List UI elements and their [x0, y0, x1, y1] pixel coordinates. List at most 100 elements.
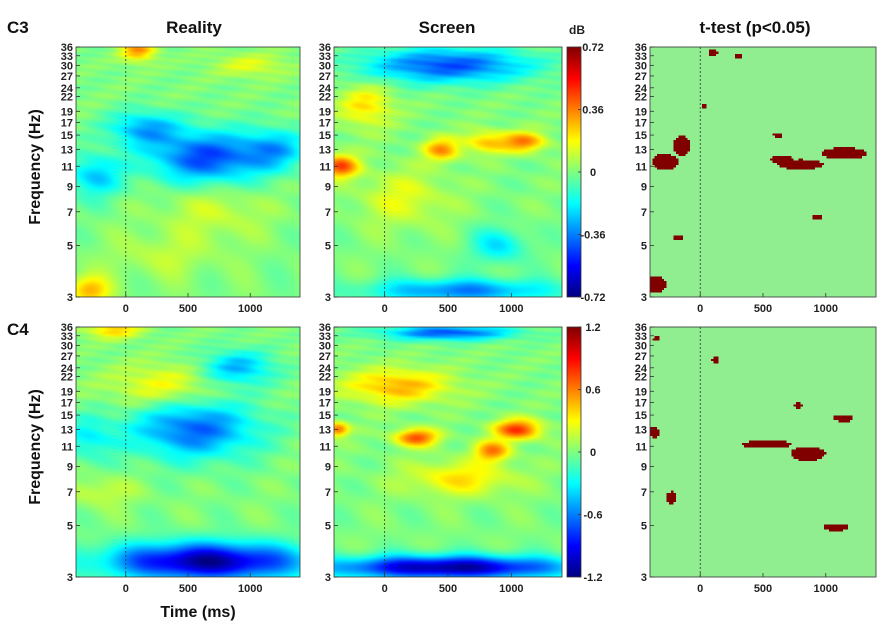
y-tick-label: 17: [319, 397, 331, 409]
y-tick-label: 15: [61, 130, 73, 142]
x-tick-label: 500: [439, 303, 457, 315]
row-label-c3: C3: [7, 18, 29, 37]
y-tick-label: 7: [641, 207, 647, 219]
x-tick-label: 1000: [499, 583, 523, 595]
y-tick-label: 24: [61, 83, 74, 95]
xlabel: Time (ms): [160, 604, 235, 621]
x-tick-label: 0: [382, 583, 388, 595]
ylabel-c3: Frequency (Hz): [27, 109, 44, 225]
y-tick-label: 11: [61, 161, 73, 173]
y-tick-label: 30: [635, 60, 647, 72]
y-tick-label: 36: [319, 42, 331, 54]
y-tick-label: 9: [641, 461, 647, 473]
y-tick-label: 27: [61, 351, 73, 363]
x-tick-label: 1000: [499, 303, 523, 315]
heatmap-c3-screen: [334, 47, 562, 297]
y-tick-label: 9: [641, 181, 647, 193]
y-tick-label: 24: [635, 83, 648, 95]
y-tick-label: 15: [319, 410, 331, 422]
y-tick-label: 11: [635, 161, 647, 173]
y-tick-label: 22: [319, 372, 331, 384]
y-tick-label: 15: [635, 130, 647, 142]
col-title-reality: Reality: [166, 18, 222, 37]
y-tick-label: 5: [641, 241, 647, 253]
y-tick-label: 13: [61, 424, 73, 436]
y-tick-label: 15: [61, 410, 73, 422]
x-tick-label: 500: [754, 303, 772, 315]
y-tick-label: 3: [641, 292, 647, 304]
y-tick-label: 30: [635, 340, 647, 352]
y-tick-label: 36: [635, 42, 647, 54]
y-tick-label: 17: [61, 397, 73, 409]
y-tick-label: 7: [325, 207, 331, 219]
y-tick-label: 19: [319, 386, 331, 398]
x-tick-label: 1000: [238, 303, 262, 315]
colorbar-tick-label: -0.72: [580, 292, 605, 304]
y-tick-label: 30: [319, 340, 331, 352]
heatmap-c3-t-test-p-0-05: [650, 47, 876, 297]
y-tick-label: 5: [67, 521, 73, 533]
y-tick-label: 36: [319, 322, 331, 334]
y-tick-label: 5: [67, 241, 73, 253]
y-tick-label: 24: [635, 363, 648, 375]
y-tick-label: 9: [325, 181, 331, 193]
y-tick-label: 17: [635, 397, 647, 409]
y-tick-label: 24: [319, 363, 332, 375]
x-tick-label: 0: [697, 303, 703, 315]
y-tick-label: 13: [61, 144, 73, 156]
y-tick-label: 27: [635, 71, 647, 83]
y-tick-label: 5: [641, 521, 647, 533]
colorbar-tick-label: 0: [590, 447, 596, 459]
y-tick-label: 7: [641, 487, 647, 499]
x-tick-label: 500: [439, 583, 457, 595]
y-tick-label: 11: [319, 161, 331, 173]
y-tick-label: 27: [61, 71, 73, 83]
x-tick-label: 0: [697, 583, 703, 595]
colorbar-c4: [567, 327, 581, 577]
y-tick-label: 11: [635, 441, 647, 453]
y-tick-label: 33: [635, 331, 647, 343]
y-tick-label: 19: [61, 106, 73, 118]
y-tick-label: 17: [319, 117, 331, 129]
y-tick-label: 3: [67, 572, 73, 584]
colorbar-unit-label: dB: [569, 23, 585, 37]
y-tick-label: 33: [319, 51, 331, 63]
col-title-ttest: t-test (p<0.05): [700, 18, 811, 37]
y-tick-label: 22: [635, 372, 647, 384]
y-tick-label: 5: [325, 241, 331, 253]
colorbar-tick-label: -1.2: [584, 572, 603, 584]
x-tick-label: 0: [382, 303, 388, 315]
row-label-c4: C4: [7, 320, 29, 339]
colorbar-tick-label: 1.2: [585, 322, 600, 334]
colorbar-tick-label: 0: [590, 167, 596, 179]
heatmap-c4-t-test-p-0-05: [650, 327, 876, 577]
y-tick-label: 30: [61, 60, 73, 72]
y-tick-label: 27: [319, 71, 331, 83]
y-tick-label: 15: [319, 130, 331, 142]
y-tick-label: 9: [67, 461, 73, 473]
y-tick-label: 13: [635, 424, 647, 436]
y-tick-label: 24: [319, 83, 332, 95]
x-tick-label: 1000: [814, 583, 838, 595]
y-tick-label: 7: [67, 487, 73, 499]
colorbar-tick-label: 0.36: [582, 105, 603, 117]
y-tick-label: 27: [319, 351, 331, 363]
heatmap-c4-reality: [76, 327, 300, 577]
y-tick-label: 5: [325, 521, 331, 533]
x-tick-label: 500: [179, 303, 197, 315]
y-tick-label: 17: [635, 117, 647, 129]
y-tick-label: 9: [67, 181, 73, 193]
colorbar-c3: [567, 47, 581, 297]
y-tick-label: 19: [635, 106, 647, 118]
y-tick-label: 3: [641, 572, 647, 584]
x-tick-label: 0: [123, 583, 129, 595]
y-tick-label: 3: [67, 292, 73, 304]
colorbar-tick-label: -0.6: [584, 510, 603, 522]
col-title-screen: Screen: [419, 18, 476, 37]
y-tick-label: 17: [61, 117, 73, 129]
x-tick-label: 1000: [238, 583, 262, 595]
x-tick-label: 500: [179, 583, 197, 595]
y-tick-label: 36: [61, 322, 73, 334]
heatmap-c3-reality: [76, 47, 300, 297]
